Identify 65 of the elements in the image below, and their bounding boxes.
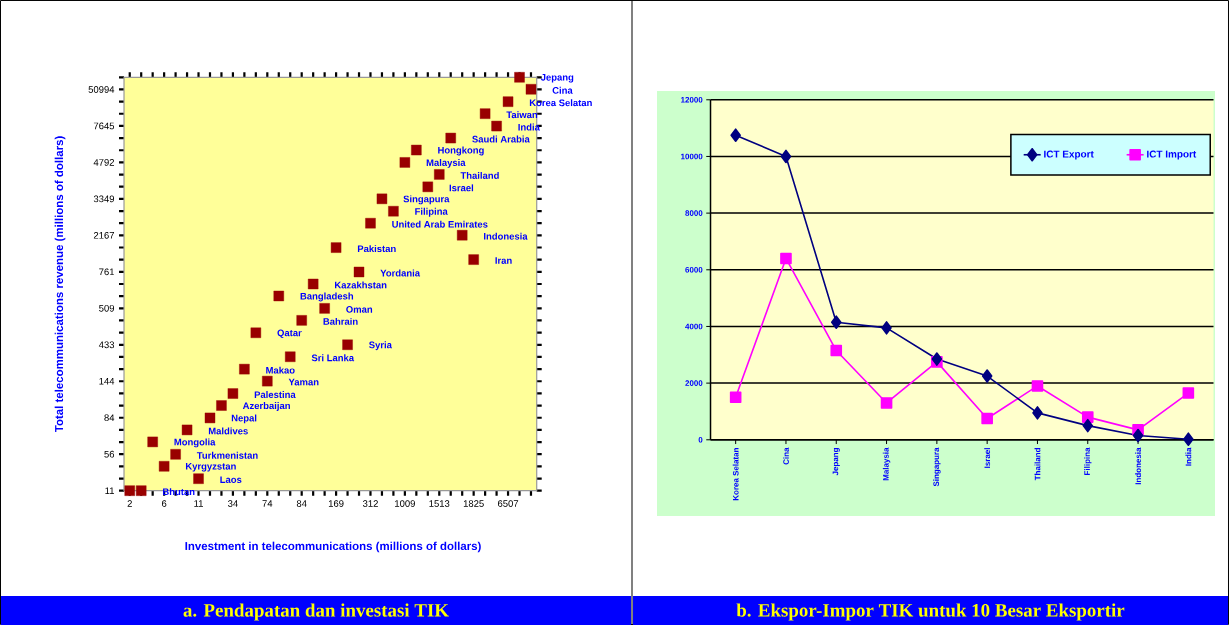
annotation: Kazakhstan <box>335 281 387 289</box>
category-label: 2167 <box>93 232 115 239</box>
category-label: 56 <box>104 450 115 458</box>
category-label: 84 <box>104 414 115 422</box>
x-tick-label: 1009 <box>395 500 415 507</box>
x-tick-label: 74 <box>262 500 273 507</box>
annotation: Nepal <box>231 414 257 424</box>
annotation: Hongkong <box>438 146 484 156</box>
annotation: Israel <box>449 184 474 192</box>
annotation: Sri Lanka <box>311 354 355 362</box>
text: Cina <box>552 86 573 94</box>
annotation: Qatar <box>277 329 302 338</box>
annotation: United Arab Emirates <box>392 220 488 228</box>
annotation: Thailand <box>460 171 499 179</box>
annotation: Malaysia <box>426 159 466 168</box>
annotation: Yordania <box>380 269 421 277</box>
annotation: Mongolia <box>174 438 216 448</box>
text: Jepang <box>540 74 574 83</box>
annotation: Bhutan <box>163 488 195 496</box>
x-tick-label: 6507 <box>498 500 519 507</box>
category-label: 144 <box>99 377 115 385</box>
annotation: Korea Selatan <box>529 99 592 107</box>
category-label: 50994 <box>88 86 115 93</box>
annotation: Bangladesh <box>300 292 354 302</box>
x-tick-label: 1825 <box>463 500 484 507</box>
annotation: Azerbaijan <box>242 402 290 411</box>
annotation: Filipina <box>415 207 448 217</box>
category-label: 7645 <box>93 122 115 130</box>
annotation: Palestina <box>254 391 296 399</box>
category-label: 509 <box>99 304 115 312</box>
annotation: Yaman <box>288 378 319 386</box>
annotation: Saudi Arabia <box>472 135 530 143</box>
y-axis-title: Total telecommunications revenue (millions of dollars) <box>54 136 66 433</box>
annotation: India <box>518 123 540 131</box>
annotation: Singapura <box>403 195 450 205</box>
annotation: Taiwan <box>506 111 538 119</box>
annotation: Syria <box>369 341 392 351</box>
x-tick-label: 6 <box>161 500 167 507</box>
annotation: Indonesia <box>484 232 528 240</box>
x-tick-label: 34 <box>228 500 238 507</box>
category-label: 4792 <box>93 159 115 166</box>
legend-label: ICT Export <box>1044 150 1094 160</box>
x-tick-label: 169 <box>328 500 344 507</box>
x-tick-label: 11 <box>194 500 203 507</box>
annotation: Makao <box>266 366 295 374</box>
category-label: 433 <box>98 341 115 349</box>
annotation: Iran <box>495 257 512 264</box>
text: a. Pendapatan dan investasi TIK <box>183 603 449 621</box>
x-tick-label: 84 <box>296 500 307 507</box>
annotation: Oman <box>346 306 373 313</box>
legend-label: ICT Import <box>1147 150 1197 160</box>
text: b. Ekspor-Impor TIK untuk 10 Besar Eksportir <box>736 603 1125 621</box>
category-label: 761 <box>99 268 115 276</box>
x-tick-label: 312 <box>362 500 378 507</box>
annotation: Kyrgyzstan <box>185 463 236 472</box>
annotation: Bahrain <box>323 317 358 325</box>
annotation: Laos <box>220 476 242 483</box>
annotation: Turkmenistan <box>196 451 258 459</box>
category-label: 3349 <box>93 195 115 203</box>
category-label: 11 <box>105 487 115 494</box>
annotation: Pakistan <box>357 245 396 253</box>
x-tick-label: 2 <box>127 500 132 507</box>
annotation: Maldives <box>208 427 248 435</box>
x-tick-label: 1513 <box>429 500 450 507</box>
x-axis-title: Investment in telecommunications (millions of dollars) <box>185 541 481 553</box>
